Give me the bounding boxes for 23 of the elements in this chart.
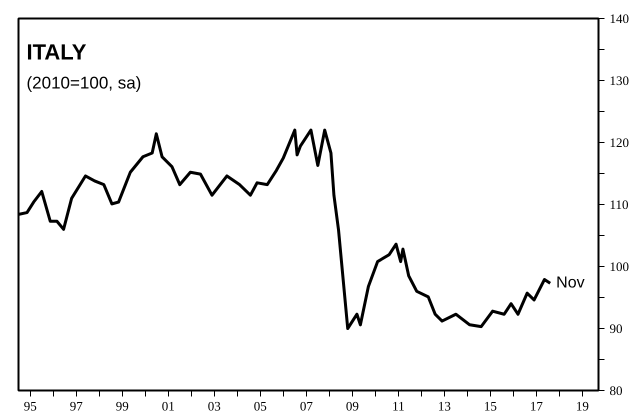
y-tick-label: 100 [610,259,629,274]
y-tick-label: 130 [610,73,629,88]
x-tick-label: 15 [484,398,497,414]
x-tick-label: 05 [254,398,267,414]
text: (2010=100, sa) [26,74,142,92]
y-tick-label: 120 [610,135,629,150]
y-tick-label: 110 [610,197,629,212]
y-tick-label: 80 [610,383,622,398]
y-tick-label: 140 [610,11,629,26]
y-tick-label: 90 [610,321,622,336]
x-tick-label: 11 [392,398,405,414]
text: ITALY [26,40,87,64]
x-tick-label: 07 [300,398,314,414]
x-tick-label: 95 [24,398,37,414]
x-tick-label: 13 [438,398,451,414]
x-tick-label: 01 [162,398,175,414]
x-tick-label: 03 [208,398,221,414]
x-tick-label: 09 [346,398,359,414]
x-tick-label: 17 [530,398,544,414]
x-tick-label: 99 [116,398,129,414]
x-tick-label: 97 [70,398,84,414]
x-tick-label: 19 [576,398,589,414]
annotation: Nov [556,274,585,292]
